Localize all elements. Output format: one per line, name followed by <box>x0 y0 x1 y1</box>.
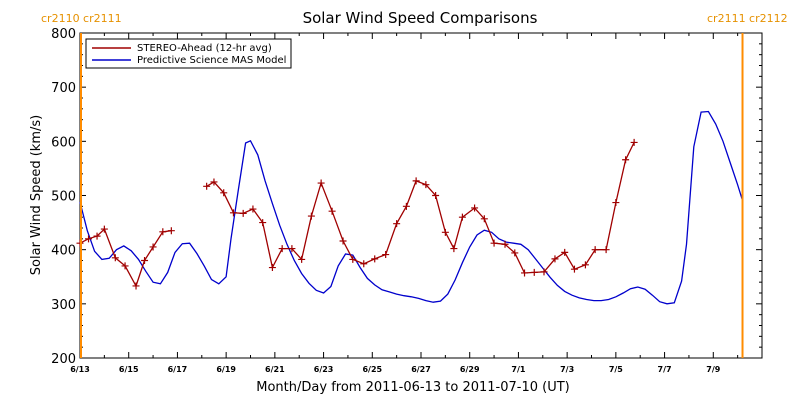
stereo-data-point <box>501 240 509 248</box>
y-tick-label: 700 <box>51 81 76 96</box>
stereo-data-point <box>581 261 589 269</box>
y-tick-label: 300 <box>51 298 76 313</box>
stereo-data-point <box>229 209 237 217</box>
stereo-data-point <box>288 245 296 253</box>
stereo-data-point <box>441 228 449 236</box>
stereo-data-point <box>530 268 538 276</box>
stereo-data-point <box>570 265 578 273</box>
stereo-data-point <box>121 262 129 270</box>
stereo-series-line <box>206 142 635 274</box>
stereo-data-point <box>561 248 569 256</box>
stereo-data-point <box>210 178 218 186</box>
stereo-data-point <box>471 204 479 212</box>
stereo-data-point <box>382 251 390 259</box>
x-tick-label: 7/1 <box>511 365 525 374</box>
stereo-data-point <box>602 246 610 254</box>
stereo-data-point <box>167 227 175 235</box>
stereo-data-point <box>450 245 458 253</box>
stereo-data-point <box>393 220 401 228</box>
chart-title: Solar Wind Speed Comparisons <box>303 9 538 27</box>
x-tick-label: 6/13 <box>70 365 90 374</box>
stereo-data-point <box>612 199 620 207</box>
x-tick-label: 6/23 <box>314 365 334 374</box>
stereo-data-point <box>591 246 599 254</box>
y-tick-label: 600 <box>51 135 76 150</box>
y-tick-label: 200 <box>51 352 76 367</box>
stereo-data-point <box>278 245 286 253</box>
stereo-data-point <box>268 264 276 272</box>
stereo-data-point <box>239 209 247 217</box>
rotation-label-right: cr2111 cr2112 <box>707 12 788 25</box>
stereo-data-point <box>432 192 440 199</box>
stereo-data-point <box>412 177 420 185</box>
y-axis-label: Solar Wind Speed (km/s) <box>29 115 44 275</box>
stereo-data-point <box>85 235 93 243</box>
stereo-data-point <box>458 213 466 221</box>
rotation-label-left: cr2110 cr2111 <box>41 12 122 25</box>
stereo-data-point <box>298 255 306 263</box>
stereo-data-point <box>220 189 228 197</box>
series-lines <box>76 110 744 305</box>
x-axis-label: Month/Day from 2011-06-13 to 2011-07-10 … <box>256 380 569 395</box>
x-tick-label: 6/27 <box>411 365 431 374</box>
x-tick-label: 6/15 <box>119 365 139 374</box>
axis-ticks: 200 300 400 500 600 700 800 6/13 6/15 6/17 6/19 6/2… <box>51 27 762 374</box>
stereo-data-point <box>622 156 630 164</box>
stereo-data-point <box>521 269 529 277</box>
stereo-data-point <box>402 202 410 210</box>
legend: STEREO-Ahead (12-hr avg) Predictive Scie… <box>85 38 292 69</box>
stereo-data-point <box>328 207 336 215</box>
stereo-data-point <box>422 181 430 189</box>
y-tick-label: 400 <box>51 244 76 259</box>
x-tick-label: 7/7 <box>658 365 672 374</box>
stereo-data-point <box>93 232 101 240</box>
stereo-data-point <box>339 237 347 245</box>
x-tick-label: 7/3 <box>560 365 574 374</box>
stereo-data-point <box>141 257 149 264</box>
stereo-data-point <box>159 228 167 236</box>
y-tick-label: 800 <box>51 27 76 42</box>
stereo-data-point <box>111 254 119 262</box>
stereo-data-point <box>360 260 368 268</box>
stereo-data-point <box>540 268 548 276</box>
stereo-data-point <box>371 255 379 263</box>
stereo-data-point <box>307 212 315 220</box>
stereo-data-point <box>259 219 267 227</box>
legend-label-model: Predictive Science MAS Model <box>137 55 286 66</box>
stereo-data-point <box>149 243 157 251</box>
legend-label-stereo: STEREO-Ahead (12-hr avg) <box>137 43 272 54</box>
stereo-data-point <box>100 225 108 233</box>
legend-box <box>85 38 292 69</box>
stereo-data-point <box>132 282 140 290</box>
model-series-line <box>79 110 744 305</box>
stereo-data-point <box>249 205 257 213</box>
x-tick-label: 7/5 <box>609 365 623 374</box>
x-tick-label: 6/25 <box>362 365 382 374</box>
stereo-data-point <box>490 239 498 247</box>
stereo-data-point <box>349 255 357 263</box>
x-tick-label: 6/29 <box>460 365 480 374</box>
stereo-data-point <box>317 179 325 187</box>
stereo-data-point <box>511 249 519 257</box>
stereo-data-point <box>203 182 211 190</box>
rotation-markers <box>80 33 744 358</box>
plot-frame <box>79 32 763 359</box>
x-tick-label: 6/17 <box>168 365 188 374</box>
stereo-data-point <box>551 255 559 263</box>
stereo-data-point <box>630 138 638 146</box>
x-tick-label: 7/9 <box>706 365 720 374</box>
x-tick-label: 6/21 <box>265 365 285 374</box>
x-tick-label: 6/19 <box>216 365 236 374</box>
stereo-series-line <box>79 227 172 288</box>
y-tick-label: 500 <box>51 190 76 205</box>
stereo-data-point <box>480 215 488 223</box>
